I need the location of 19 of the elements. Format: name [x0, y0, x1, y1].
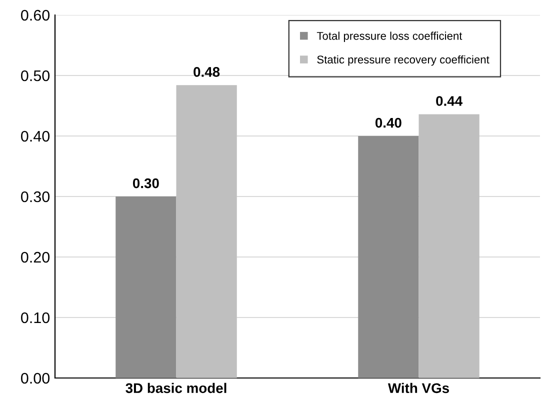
x-tick-label: 3D basic model	[126, 382, 226, 394]
y-tick-label: 0.30	[21, 191, 50, 202]
y-tick-label: 0.50	[21, 70, 50, 82]
y-tick-label: 0.00	[21, 372, 50, 384]
legend-label: Static pressure recovery coefficient	[317, 55, 490, 66]
bar	[176, 85, 237, 378]
y-tick-label: 0.10	[21, 312, 50, 324]
y-tick-label: 0.60	[21, 10, 50, 21]
bar	[358, 136, 419, 378]
bar	[116, 196, 176, 378]
data-label: 0.30	[132, 178, 159, 188]
data-label: 0.48	[194, 67, 220, 77]
data-label: 0.44	[436, 96, 463, 106]
bar	[418, 114, 480, 378]
y-tick-label: 0.20	[21, 252, 50, 263]
y-tick-label: 0.40	[21, 130, 50, 142]
x-tick-label: With VGs	[388, 382, 449, 394]
data-label: 0.40	[375, 118, 402, 128]
legend-label: Total pressure loss coefficient	[316, 32, 462, 42]
